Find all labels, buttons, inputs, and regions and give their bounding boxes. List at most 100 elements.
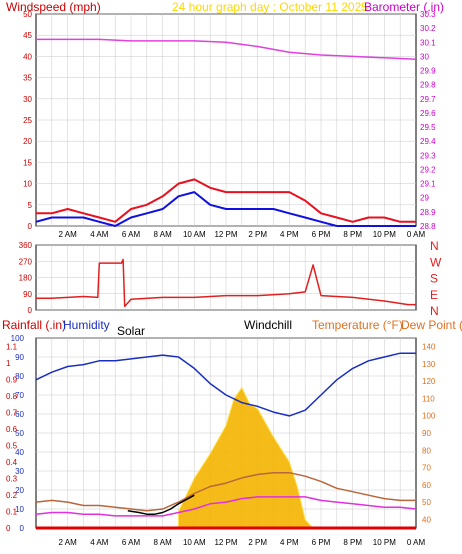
hour-tick-label: 2 PM xyxy=(248,230,267,239)
windspeed-tick-label: 15 xyxy=(23,158,32,167)
hour-tick-label: 10 AM xyxy=(183,538,206,547)
windspeed-tick-label: 5 xyxy=(28,201,33,210)
humidity-tick-label: 10 xyxy=(15,505,24,514)
humidity-tick-label: 70 xyxy=(15,391,24,400)
windspeed-tick-label: 10 xyxy=(23,180,32,189)
rainfall-tick-label: 1.1 xyxy=(6,342,18,351)
humidity-tick-label: 40 xyxy=(15,448,24,457)
temperature-tick-label: 100 xyxy=(422,412,436,421)
windspeed-tick-label: 45 xyxy=(23,31,32,40)
rainfall-tick-label: 0.7 xyxy=(6,408,18,417)
humidity-tick-label: 30 xyxy=(15,467,24,476)
wind-barometer-panel: 0 5 10 15 20 25 30 35 40 45 50 28.8 28.9 29 29.1 29.2 29… xyxy=(23,10,436,231)
compass-label: N xyxy=(430,239,439,253)
temperature-tick-label: 140 xyxy=(422,343,436,352)
humidity-line xyxy=(35,352,416,417)
rainfall-tick-label: 0.8 xyxy=(6,392,18,401)
compass-label: S xyxy=(430,272,438,286)
windspeed-tick-label: 40 xyxy=(23,52,32,61)
hour-tick-label: 4 AM xyxy=(90,538,109,547)
humidity-tick-label: 0 xyxy=(20,524,25,533)
temperature-axis-title: Temperature (°F) xyxy=(312,318,403,332)
windspeed-tick-label: 0 xyxy=(28,222,33,231)
barometer-line xyxy=(36,38,417,60)
direction-tick-label: 270 xyxy=(19,257,33,266)
rainfall-tick-label: 0.1 xyxy=(6,507,18,516)
windspeed-tick-label: 20 xyxy=(23,137,32,146)
rainfall-tick-label: 0.4 xyxy=(6,458,18,467)
temperature-humidity-panel: 010203040506070809010000.10.20.30.40.50.… xyxy=(6,334,436,533)
direction-tick-label: 360 xyxy=(19,241,33,250)
hour-tick-label: 10 AM xyxy=(183,230,206,239)
direction-tick-label: 90 xyxy=(23,290,32,299)
humidity-tick-label: 90 xyxy=(15,353,24,362)
rainfall-tick-label: 0 xyxy=(6,524,11,533)
barometer-tick-label: 29.4 xyxy=(420,137,436,146)
hour-tick-label: 6 PM xyxy=(312,538,331,547)
hour-tick-label: 6 PM xyxy=(312,230,331,239)
temperature-tick-label: 40 xyxy=(422,515,431,524)
dewpoint-legend: Dew Point (°F) xyxy=(401,318,462,332)
hour-tick-label: 8 AM xyxy=(154,230,173,239)
temperature-tick-label: 70 xyxy=(422,464,431,473)
graph-title: 24 hour graph day : October 11 2025 xyxy=(172,0,368,14)
temperature-tick-label: 80 xyxy=(422,446,431,455)
humidity-tick-label: 100 xyxy=(11,334,25,343)
rainfall-axis-title: Rainfall (.in) xyxy=(2,318,66,332)
barometer-tick-label: 28.8 xyxy=(420,222,436,231)
temperature-tick-label: 50 xyxy=(422,498,431,507)
windspeed-tick-label: 35 xyxy=(23,74,32,83)
temperature-tick-label: 90 xyxy=(422,429,431,438)
direction-tick-label: 0 xyxy=(28,306,33,315)
hour-tick-label: 10 PM xyxy=(373,230,396,239)
hour-tick-label: 2 AM xyxy=(59,230,78,239)
rainfall-tick-label: 0.6 xyxy=(6,425,18,434)
wind-direction-line xyxy=(36,258,416,308)
hour-tick-label: 0 AM xyxy=(407,538,426,547)
hour-tick-label: 12 PM xyxy=(214,538,237,547)
compass-label: W xyxy=(430,255,442,269)
hour-tick-label: 2 AM xyxy=(59,538,78,547)
temperature-tick-label: 60 xyxy=(422,481,431,490)
barometer-tick-label: 30.2 xyxy=(420,24,436,33)
hour-tick-label: 8 PM xyxy=(343,538,362,547)
rainfall-tick-label: 1 xyxy=(6,359,11,368)
barometer-tick-label: 28.9 xyxy=(420,208,436,217)
barometer-tick-label: 29.1 xyxy=(420,180,436,189)
barometer-tick-label: 29.9 xyxy=(420,67,436,76)
hour-tick-label: 2 PM xyxy=(248,538,267,547)
hour-tick-label: 8 PM xyxy=(343,230,362,239)
barometer-tick-label: 29.3 xyxy=(420,151,436,160)
direction-tick-label: 180 xyxy=(19,274,33,283)
barometer-tick-label: 29.7 xyxy=(420,95,436,104)
barometer-tick-label: 29.2 xyxy=(420,165,436,174)
barometer-tick-label: 29 xyxy=(420,194,429,203)
compass-label: E xyxy=(430,288,438,302)
barometer-tick-label: 29.5 xyxy=(420,123,436,132)
compass-label: N xyxy=(430,304,439,318)
barometer-tick-label: 30 xyxy=(420,52,429,61)
rainfall-tick-label: 0.3 xyxy=(6,474,18,483)
dew-point-line xyxy=(35,496,417,517)
windchill-line xyxy=(127,494,195,515)
wind-direction-panel: 0 N 90 E 180 S 270 W 360 N xyxy=(19,239,442,318)
hour-tick-label: 8 AM xyxy=(154,538,173,547)
windspeed-tick-label: 25 xyxy=(23,116,32,125)
barometer-tick-label: 29.6 xyxy=(420,109,436,118)
temperature-tick-label: 130 xyxy=(422,360,436,369)
rainfall-tick-label: 0.5 xyxy=(6,441,18,450)
barometer-tick-label: 29.8 xyxy=(420,81,436,90)
windchill-legend: Windchill xyxy=(244,318,292,332)
hour-tick-label: 10 PM xyxy=(373,538,396,547)
solar-legend: Solar xyxy=(117,324,145,338)
hour-tick-label: 0 AM xyxy=(407,230,426,239)
humidity-tick-label: 80 xyxy=(15,372,24,381)
windspeed-tick-label: 30 xyxy=(23,95,32,104)
barometer-axis-title: Barometer (.in) xyxy=(364,0,444,14)
windspeed-line xyxy=(36,178,416,223)
windspeed-tick-label: 50 xyxy=(23,10,32,19)
hour-tick-label: 12 PM xyxy=(214,230,237,239)
hour-tick-label: 6 AM xyxy=(122,230,141,239)
humidity-axis-title: Humidity xyxy=(63,318,110,332)
